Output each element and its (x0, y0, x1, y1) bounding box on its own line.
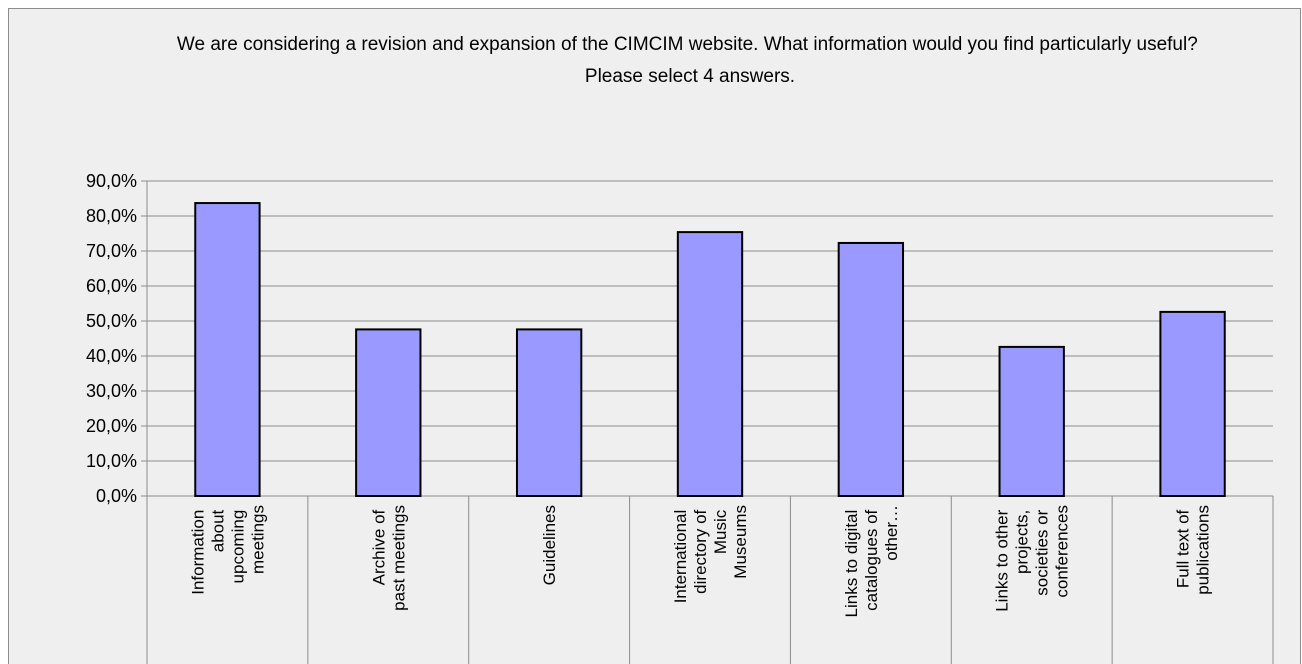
y-tick-label: 50,0% (86, 311, 137, 331)
y-tick-label: 60,0% (86, 276, 137, 296)
x-tick-label: International directory of Music Museums (671, 505, 750, 603)
x-tick-label: Full text of publications (1174, 505, 1213, 595)
bar (194, 202, 261, 498)
x-tick-label: Links to digital catalogues of other… (842, 505, 901, 617)
y-tick-label: 20,0% (86, 416, 137, 436)
bar (355, 328, 422, 497)
x-tick-label: Archive of past meetings (369, 505, 408, 611)
y-tick-label: 40,0% (86, 346, 137, 366)
y-tick-label: 10,0% (86, 451, 137, 471)
y-tick-label: 70,0% (86, 241, 137, 261)
bar (1159, 310, 1226, 497)
y-tick-label: 90,0% (86, 171, 137, 191)
x-tick-label: Guidelines (540, 505, 559, 585)
bar (998, 345, 1065, 497)
x-tick-label: Information about upcoming meetings (188, 505, 267, 595)
y-tick-label: 30,0% (86, 381, 137, 401)
chart-title: We are considering a revision and expans… (177, 34, 1203, 87)
bar (515, 328, 583, 497)
bar (837, 241, 905, 497)
y-tick-label: 80,0% (86, 206, 137, 226)
x-tick-label: Links to other projects, societies or co… (993, 505, 1072, 612)
bar (676, 231, 744, 497)
y-tick-label: 0,0% (96, 486, 137, 506)
